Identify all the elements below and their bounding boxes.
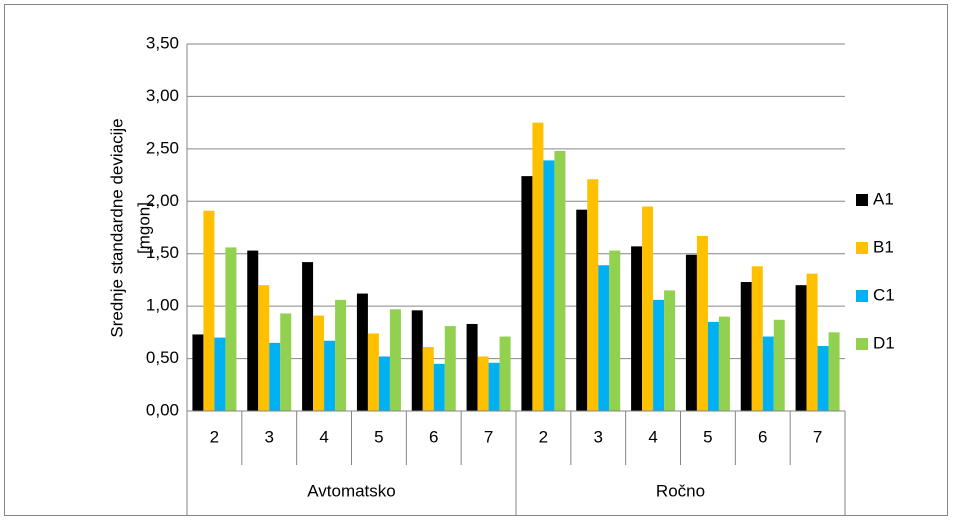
y-axis-label: [mgon] (134, 202, 153, 254)
bar (828, 332, 840, 411)
y-tick-label: 1,50 (146, 243, 179, 262)
x-tick-label: 4 (319, 427, 328, 446)
x-group-label: Ročno (656, 481, 705, 500)
bar (806, 273, 818, 411)
bar (313, 315, 325, 411)
y-tick-label: 0,50 (146, 348, 179, 367)
bar (247, 250, 259, 411)
x-tick-label: 6 (429, 427, 438, 446)
legend-label: C1 (873, 285, 895, 304)
legend-swatch (856, 338, 868, 350)
bar (707, 321, 719, 411)
x-tick-label: 7 (484, 427, 493, 446)
y-tick-label: 0,00 (146, 400, 179, 419)
bar (762, 336, 774, 411)
bar (433, 363, 445, 411)
bar (269, 342, 281, 411)
bar (225, 247, 237, 411)
legend-swatch (856, 242, 868, 254)
y-tick-label: 3,00 (146, 86, 179, 105)
bar (335, 299, 347, 411)
bar (773, 319, 785, 411)
x-tick-label: 5 (703, 427, 712, 446)
legend-label: A1 (873, 189, 894, 208)
legend-swatch (856, 194, 868, 206)
bar (642, 206, 654, 411)
bar (324, 340, 336, 411)
legend-swatch (856, 290, 868, 302)
bar (389, 309, 401, 411)
y-axis-label: Srednje standardne deviacije (107, 118, 126, 337)
x-tick-label: 6 (758, 427, 767, 446)
bar (280, 313, 292, 411)
bar (554, 150, 566, 411)
x-tick-label: 5 (374, 427, 383, 446)
bar (367, 333, 379, 411)
y-tick-label: 2,50 (146, 138, 179, 157)
bar (214, 337, 226, 411)
bar (795, 285, 807, 411)
bar (664, 290, 676, 411)
x-tick-label: 3 (594, 427, 603, 446)
x-tick-label: 2 (210, 427, 219, 446)
x-tick-label: 2 (539, 427, 548, 446)
bar (817, 345, 829, 411)
bar (477, 356, 489, 411)
bar (751, 266, 763, 411)
bar (532, 122, 544, 412)
y-tick-label: 3,50 (146, 33, 179, 52)
bar (258, 285, 270, 411)
bar (192, 334, 204, 411)
x-tick-label: 3 (265, 427, 274, 446)
bar (488, 362, 500, 411)
bar (609, 250, 621, 411)
y-tick-label: 1,00 (146, 296, 179, 315)
bar (653, 299, 665, 411)
bar (576, 209, 588, 411)
bar (356, 293, 368, 411)
bar (587, 179, 599, 411)
bar (740, 282, 752, 411)
bar (543, 160, 555, 411)
bar (685, 254, 697, 411)
legend-label: B1 (873, 237, 894, 256)
bar (466, 323, 478, 411)
bar (203, 210, 215, 411)
bar (631, 246, 643, 411)
x-group-label: Avtomatsko (307, 481, 396, 500)
bar (411, 310, 423, 411)
bar (598, 265, 610, 411)
bar (521, 176, 533, 411)
legend-label: D1 (873, 333, 895, 352)
bar (422, 347, 434, 411)
bar (378, 356, 390, 411)
bar (499, 336, 511, 411)
bar (302, 262, 314, 411)
bar (718, 316, 730, 411)
x-tick-label: 7 (813, 427, 822, 446)
y-tick-label: 2,00 (146, 191, 179, 210)
bar (696, 235, 708, 411)
bar (444, 326, 456, 411)
x-tick-label: 4 (648, 427, 657, 446)
